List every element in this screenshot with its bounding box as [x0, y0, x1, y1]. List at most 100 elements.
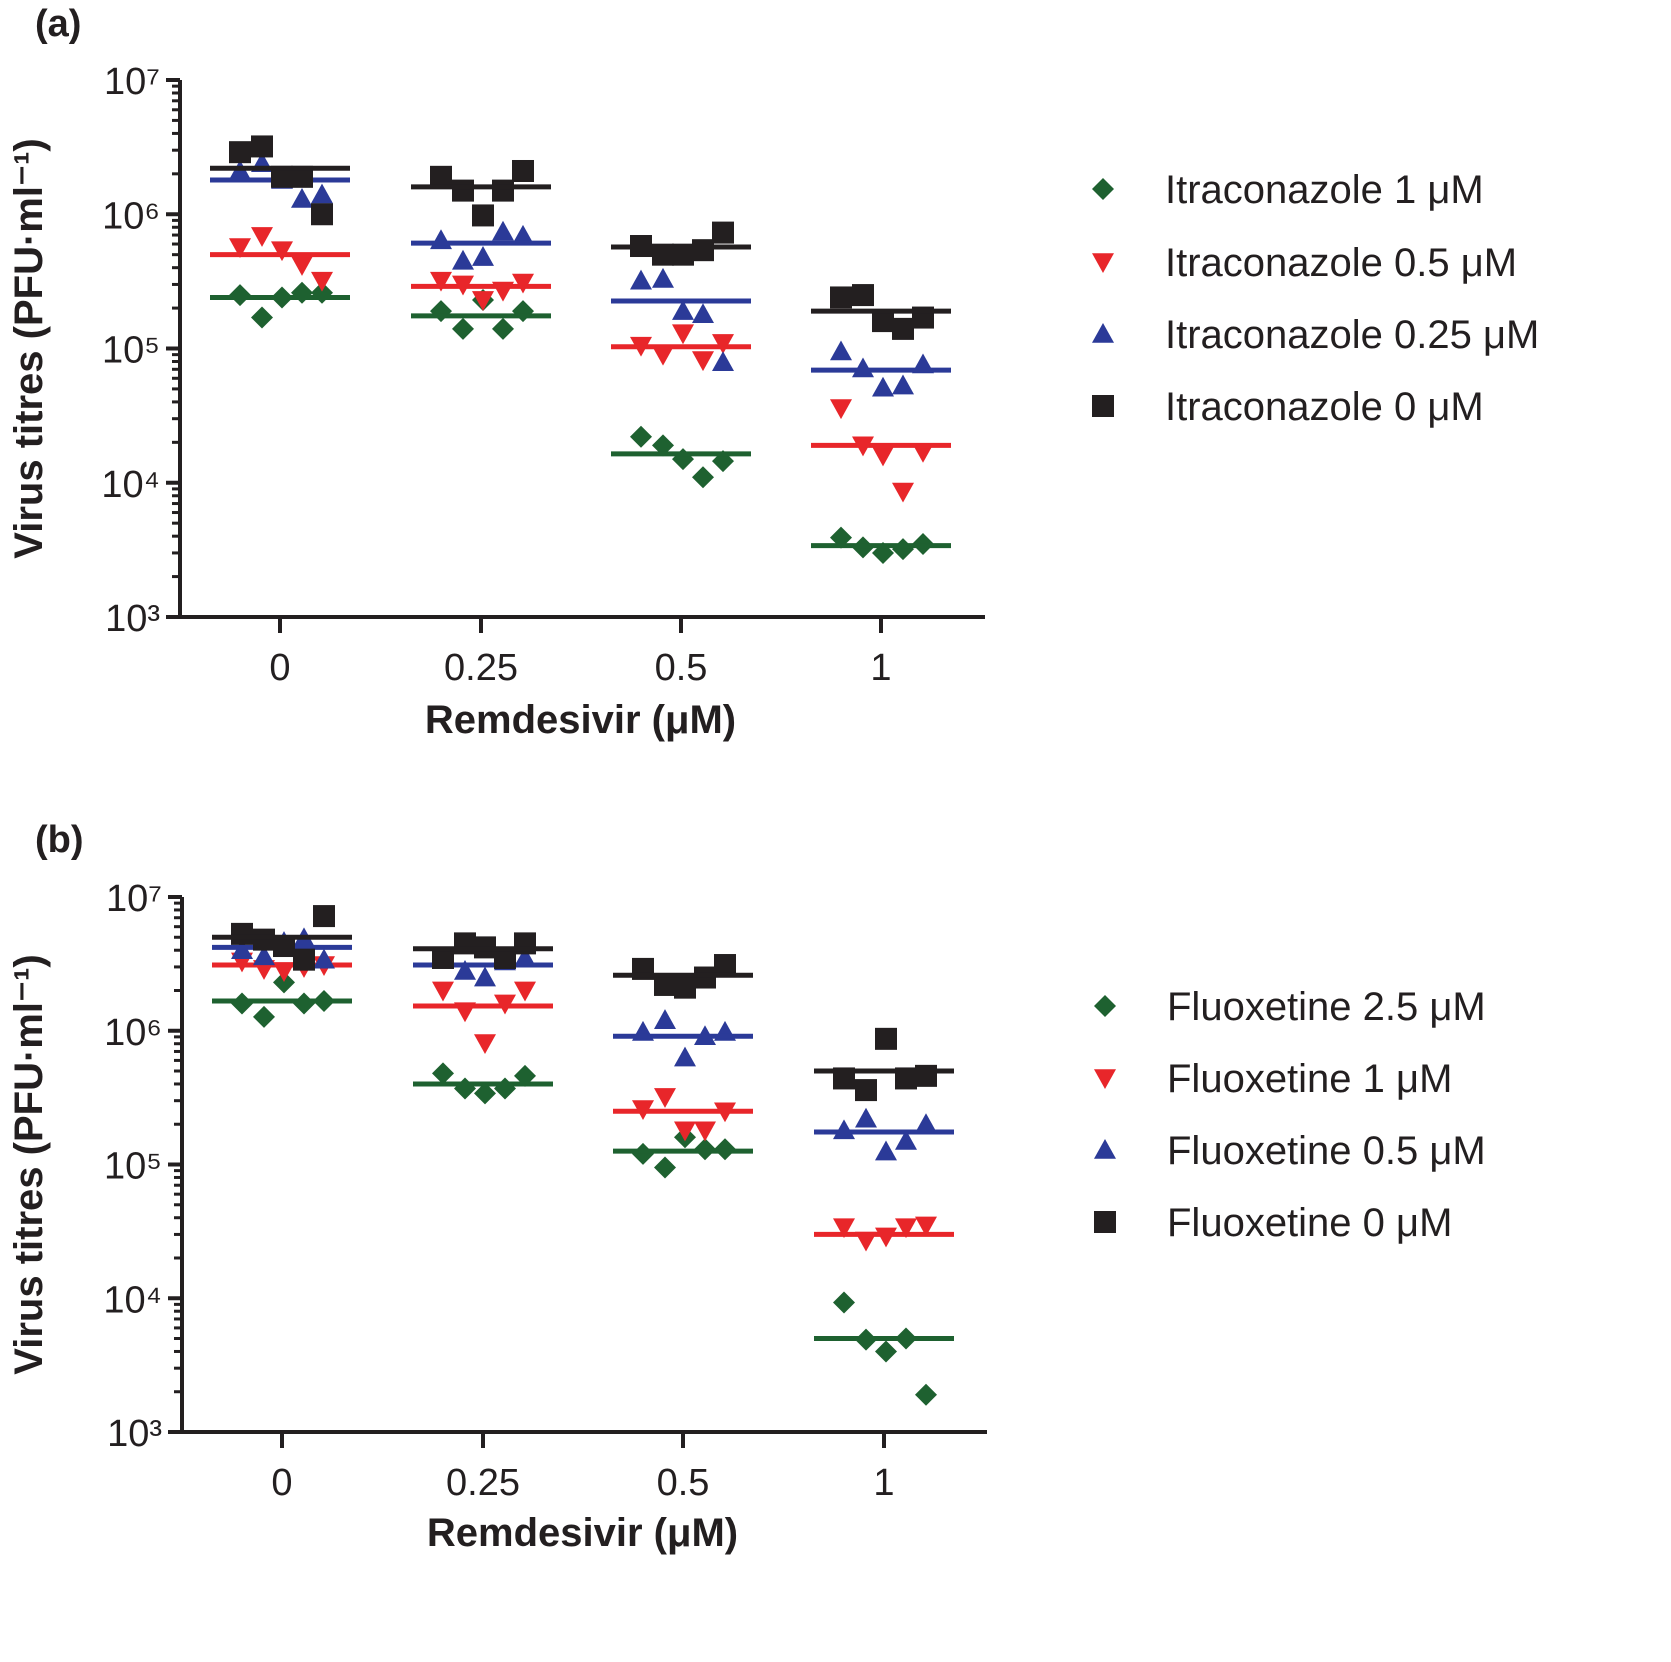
data-point [630, 269, 652, 290]
data-point [514, 946, 536, 967]
data-point [313, 948, 335, 969]
data-point [472, 246, 494, 266]
x-tick-label: 0.5 [655, 647, 708, 689]
y-tick-label: 10⁴ [101, 464, 160, 506]
y-tick-label: 10³ [105, 598, 160, 640]
data-point [712, 221, 734, 244]
legend-marker [1094, 1211, 1116, 1233]
legend-label: Fluoxetine 1 μM [1167, 1057, 1452, 1101]
data-point [672, 300, 694, 320]
legend-label: Fluoxetine 2.5 μM [1167, 985, 1486, 1029]
data-point [291, 256, 313, 276]
data-point [492, 317, 514, 340]
data-point [273, 971, 295, 994]
data-point [872, 310, 894, 333]
panel-b: (b) 10³ 10⁴ 10⁵ 10⁶ 10⁷ 0 0.25 0.5 1 Remdesivir (μ… [7, 819, 1486, 1555]
legend-label: Itraconazole 0 μM [1165, 385, 1484, 429]
legend-label: Itraconazole 0.5 μM [1165, 241, 1517, 285]
data-point [452, 249, 474, 270]
data-point [229, 141, 251, 164]
data-point [492, 220, 514, 241]
data-point [291, 187, 313, 208]
data-point [632, 1142, 654, 1165]
data-point [915, 1064, 937, 1087]
data-point [474, 1082, 496, 1105]
legend-marker [1094, 995, 1116, 1017]
x-tick-label: 1 [870, 647, 891, 689]
data-point [875, 1340, 897, 1363]
data-point [652, 267, 674, 288]
data-point [830, 399, 852, 420]
data-point [852, 357, 874, 378]
legend-marker [1092, 178, 1114, 200]
data-point [231, 922, 253, 945]
data-point [474, 1034, 496, 1054]
data-point [291, 281, 313, 304]
data-point [712, 334, 734, 354]
data-point [512, 300, 534, 323]
data-point [875, 1140, 897, 1161]
data-point [430, 165, 452, 188]
data-point [512, 224, 534, 245]
data-point [313, 905, 335, 928]
x-tick-label: 0.25 [444, 647, 518, 689]
data-point [830, 286, 852, 309]
data-point [229, 238, 251, 259]
data-point [514, 981, 536, 1002]
data-point [830, 340, 852, 361]
data-point [652, 434, 674, 457]
data-point [915, 1216, 937, 1237]
data-point [311, 183, 333, 204]
x-tick-label: 0.5 [657, 1462, 710, 1504]
data-point [654, 973, 676, 996]
series-3 [210, 135, 951, 340]
data-point [912, 443, 934, 463]
data-point [875, 1027, 897, 1050]
legend-label: Itraconazole 0.25 μM [1165, 313, 1539, 357]
data-point [692, 303, 714, 324]
x-tick-label: 0.25 [446, 1462, 520, 1504]
data-point [452, 317, 474, 340]
x-tick-label: 0 [269, 647, 290, 689]
data-point [474, 966, 496, 987]
data-point [430, 229, 452, 250]
x-tick-label: 1 [873, 1462, 894, 1504]
data-point [892, 482, 914, 503]
series-0 [212, 971, 954, 1406]
data-point [833, 1291, 855, 1314]
x-axis-label: Remdesivir (μM) [425, 698, 736, 742]
data-point [915, 1113, 937, 1134]
data-point [692, 239, 714, 262]
data-point [291, 165, 313, 188]
data-point [432, 981, 454, 1002]
data-point [452, 179, 474, 202]
data-point [630, 425, 652, 448]
data-point [494, 1077, 516, 1100]
data-point [892, 538, 914, 561]
legend-marker [1094, 1139, 1116, 1159]
legend-label: Itraconazole 1 μM [1165, 168, 1484, 212]
data-point [875, 1227, 897, 1248]
y-tick-label: 10⁷ [104, 61, 160, 103]
y-axis-label: Virus titres (PFU·ml⁻¹) [7, 138, 51, 558]
data-point [892, 374, 914, 395]
y-tick-label: 10⁵ [104, 1146, 162, 1188]
data-point [454, 1077, 476, 1100]
legend-marker [1092, 323, 1114, 343]
data-point [895, 1129, 917, 1150]
data-point [293, 948, 315, 971]
data-point [251, 227, 273, 247]
legend-marker [1092, 253, 1114, 273]
data-point [253, 945, 275, 966]
data-point [271, 241, 293, 262]
data-point [251, 135, 273, 158]
panel-label: (a) [35, 3, 81, 45]
data-point [674, 976, 696, 999]
data-point [430, 300, 452, 323]
panel-label: (b) [35, 819, 84, 861]
data-point [895, 1218, 917, 1239]
data-point [692, 466, 714, 489]
data-point [311, 271, 333, 292]
data-point [454, 959, 476, 980]
data-point [855, 1107, 877, 1128]
